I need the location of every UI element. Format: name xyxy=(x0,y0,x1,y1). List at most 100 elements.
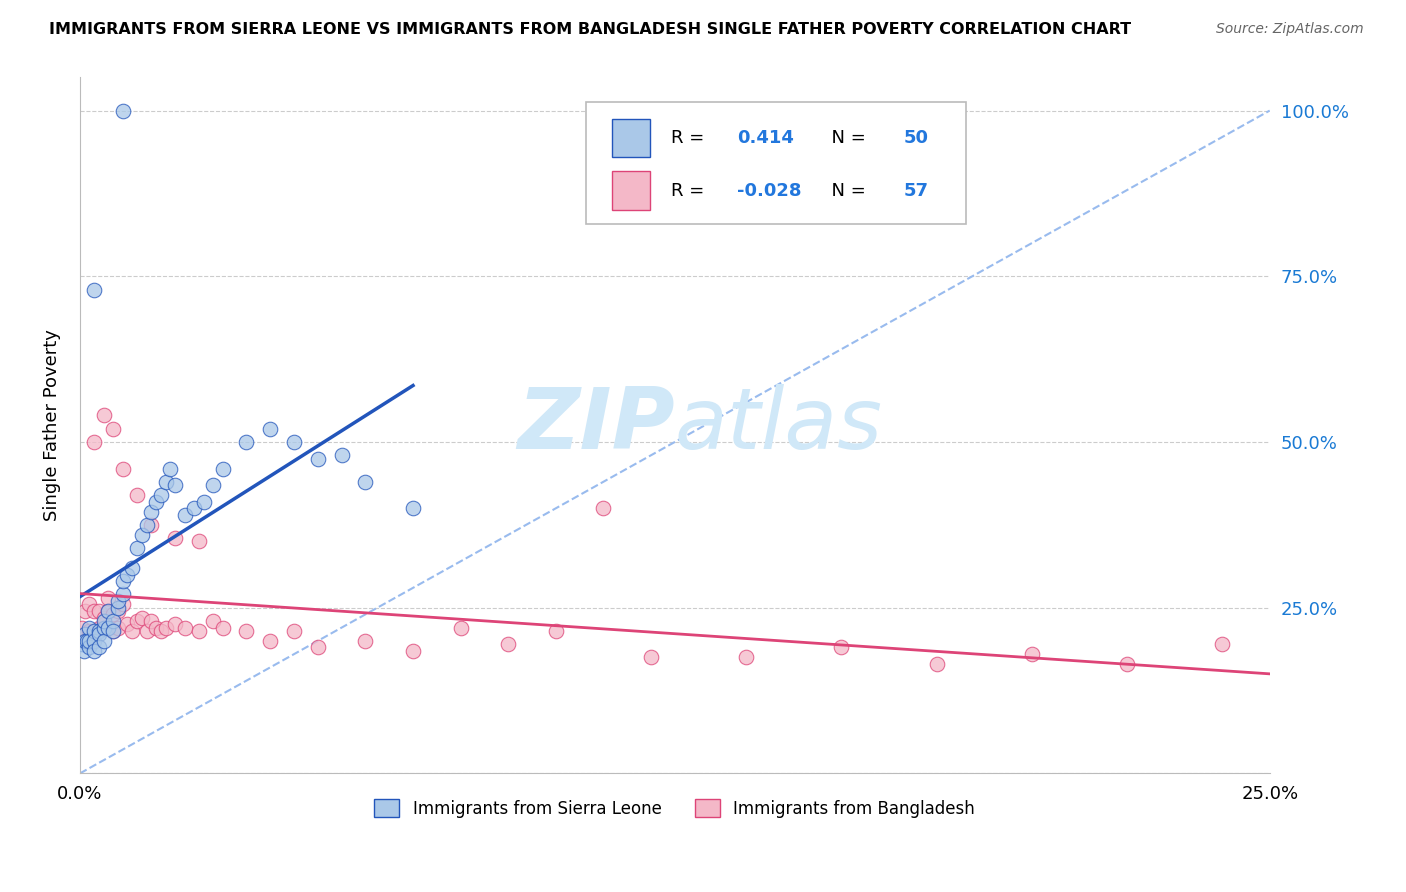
Point xyxy=(93,610,115,624)
Point xyxy=(544,624,567,638)
Point xyxy=(79,621,101,635)
Point xyxy=(87,621,110,635)
Point xyxy=(165,531,187,545)
Point xyxy=(141,517,163,532)
Point xyxy=(145,494,167,508)
Point xyxy=(97,591,120,605)
Point xyxy=(83,633,105,648)
Point xyxy=(135,624,157,638)
Point xyxy=(173,508,195,522)
Text: R =: R = xyxy=(671,129,710,147)
Point xyxy=(193,494,215,508)
Point xyxy=(97,621,120,635)
Point xyxy=(202,478,225,492)
Point xyxy=(165,478,187,492)
Point xyxy=(131,610,153,624)
Point xyxy=(235,624,257,638)
Point xyxy=(79,640,101,655)
Point xyxy=(111,598,134,612)
Text: R =: R = xyxy=(671,182,710,200)
Point xyxy=(73,633,96,648)
Point xyxy=(73,627,96,641)
FancyBboxPatch shape xyxy=(612,171,650,210)
Point xyxy=(117,617,139,632)
Point xyxy=(165,617,187,632)
Point xyxy=(70,637,93,651)
Point xyxy=(103,422,125,436)
Point xyxy=(183,501,205,516)
Point xyxy=(93,633,115,648)
Point xyxy=(121,624,143,638)
Point xyxy=(70,621,93,635)
Point xyxy=(107,604,129,618)
Point xyxy=(107,594,129,608)
Point xyxy=(354,633,377,648)
Point xyxy=(830,640,852,655)
Point xyxy=(307,451,329,466)
Point xyxy=(79,624,101,638)
Point xyxy=(141,614,163,628)
Point xyxy=(402,501,425,516)
Point xyxy=(135,517,157,532)
Point xyxy=(117,567,139,582)
Text: N =: N = xyxy=(820,129,872,147)
Point xyxy=(79,598,101,612)
Point xyxy=(187,624,209,638)
Point xyxy=(211,461,233,475)
Point xyxy=(83,644,105,658)
Point xyxy=(103,624,125,638)
Y-axis label: Single Father Poverty: Single Father Poverty xyxy=(44,329,60,521)
Text: IMMIGRANTS FROM SIERRA LEONE VS IMMIGRANTS FROM BANGLADESH SINGLE FATHER POVERTY: IMMIGRANTS FROM SIERRA LEONE VS IMMIGRAN… xyxy=(49,22,1132,37)
Point xyxy=(97,604,120,618)
Point xyxy=(93,621,115,635)
Point xyxy=(1021,647,1043,661)
FancyBboxPatch shape xyxy=(612,120,650,158)
Text: Source: ZipAtlas.com: Source: ZipAtlas.com xyxy=(1216,22,1364,37)
Point xyxy=(259,422,281,436)
Point xyxy=(259,633,281,648)
Point xyxy=(93,614,115,628)
Point xyxy=(97,604,120,618)
Point xyxy=(111,103,134,118)
Point xyxy=(149,624,172,638)
Point xyxy=(73,604,96,618)
Point xyxy=(93,409,115,423)
Point xyxy=(87,604,110,618)
Point xyxy=(83,283,105,297)
Point xyxy=(103,624,125,638)
Legend: Immigrants from Sierra Leone, Immigrants from Bangladesh: Immigrants from Sierra Leone, Immigrants… xyxy=(368,793,981,824)
Point xyxy=(1211,637,1233,651)
Point xyxy=(211,621,233,635)
Point xyxy=(83,604,105,618)
Text: 50: 50 xyxy=(903,129,928,147)
Point xyxy=(93,617,115,632)
Point xyxy=(107,621,129,635)
Point xyxy=(83,624,105,638)
Point xyxy=(125,541,148,555)
Point xyxy=(402,644,425,658)
Point xyxy=(283,435,305,450)
Point xyxy=(125,614,148,628)
Point xyxy=(111,587,134,601)
Text: 57: 57 xyxy=(903,182,928,200)
Point xyxy=(235,435,257,450)
Point xyxy=(87,627,110,641)
Point xyxy=(155,475,177,489)
Point xyxy=(73,633,96,648)
Point xyxy=(145,621,167,635)
Point xyxy=(159,461,181,475)
Text: -0.028: -0.028 xyxy=(737,182,801,200)
Point xyxy=(640,650,662,665)
Point xyxy=(925,657,948,671)
Text: 0.414: 0.414 xyxy=(737,129,793,147)
Point xyxy=(103,607,125,622)
Point xyxy=(131,528,153,542)
Point xyxy=(107,600,129,615)
Point xyxy=(79,633,101,648)
Point xyxy=(103,614,125,628)
Point xyxy=(450,621,472,635)
Point xyxy=(283,624,305,638)
Point xyxy=(330,448,353,462)
Point xyxy=(87,640,110,655)
Point xyxy=(149,488,172,502)
